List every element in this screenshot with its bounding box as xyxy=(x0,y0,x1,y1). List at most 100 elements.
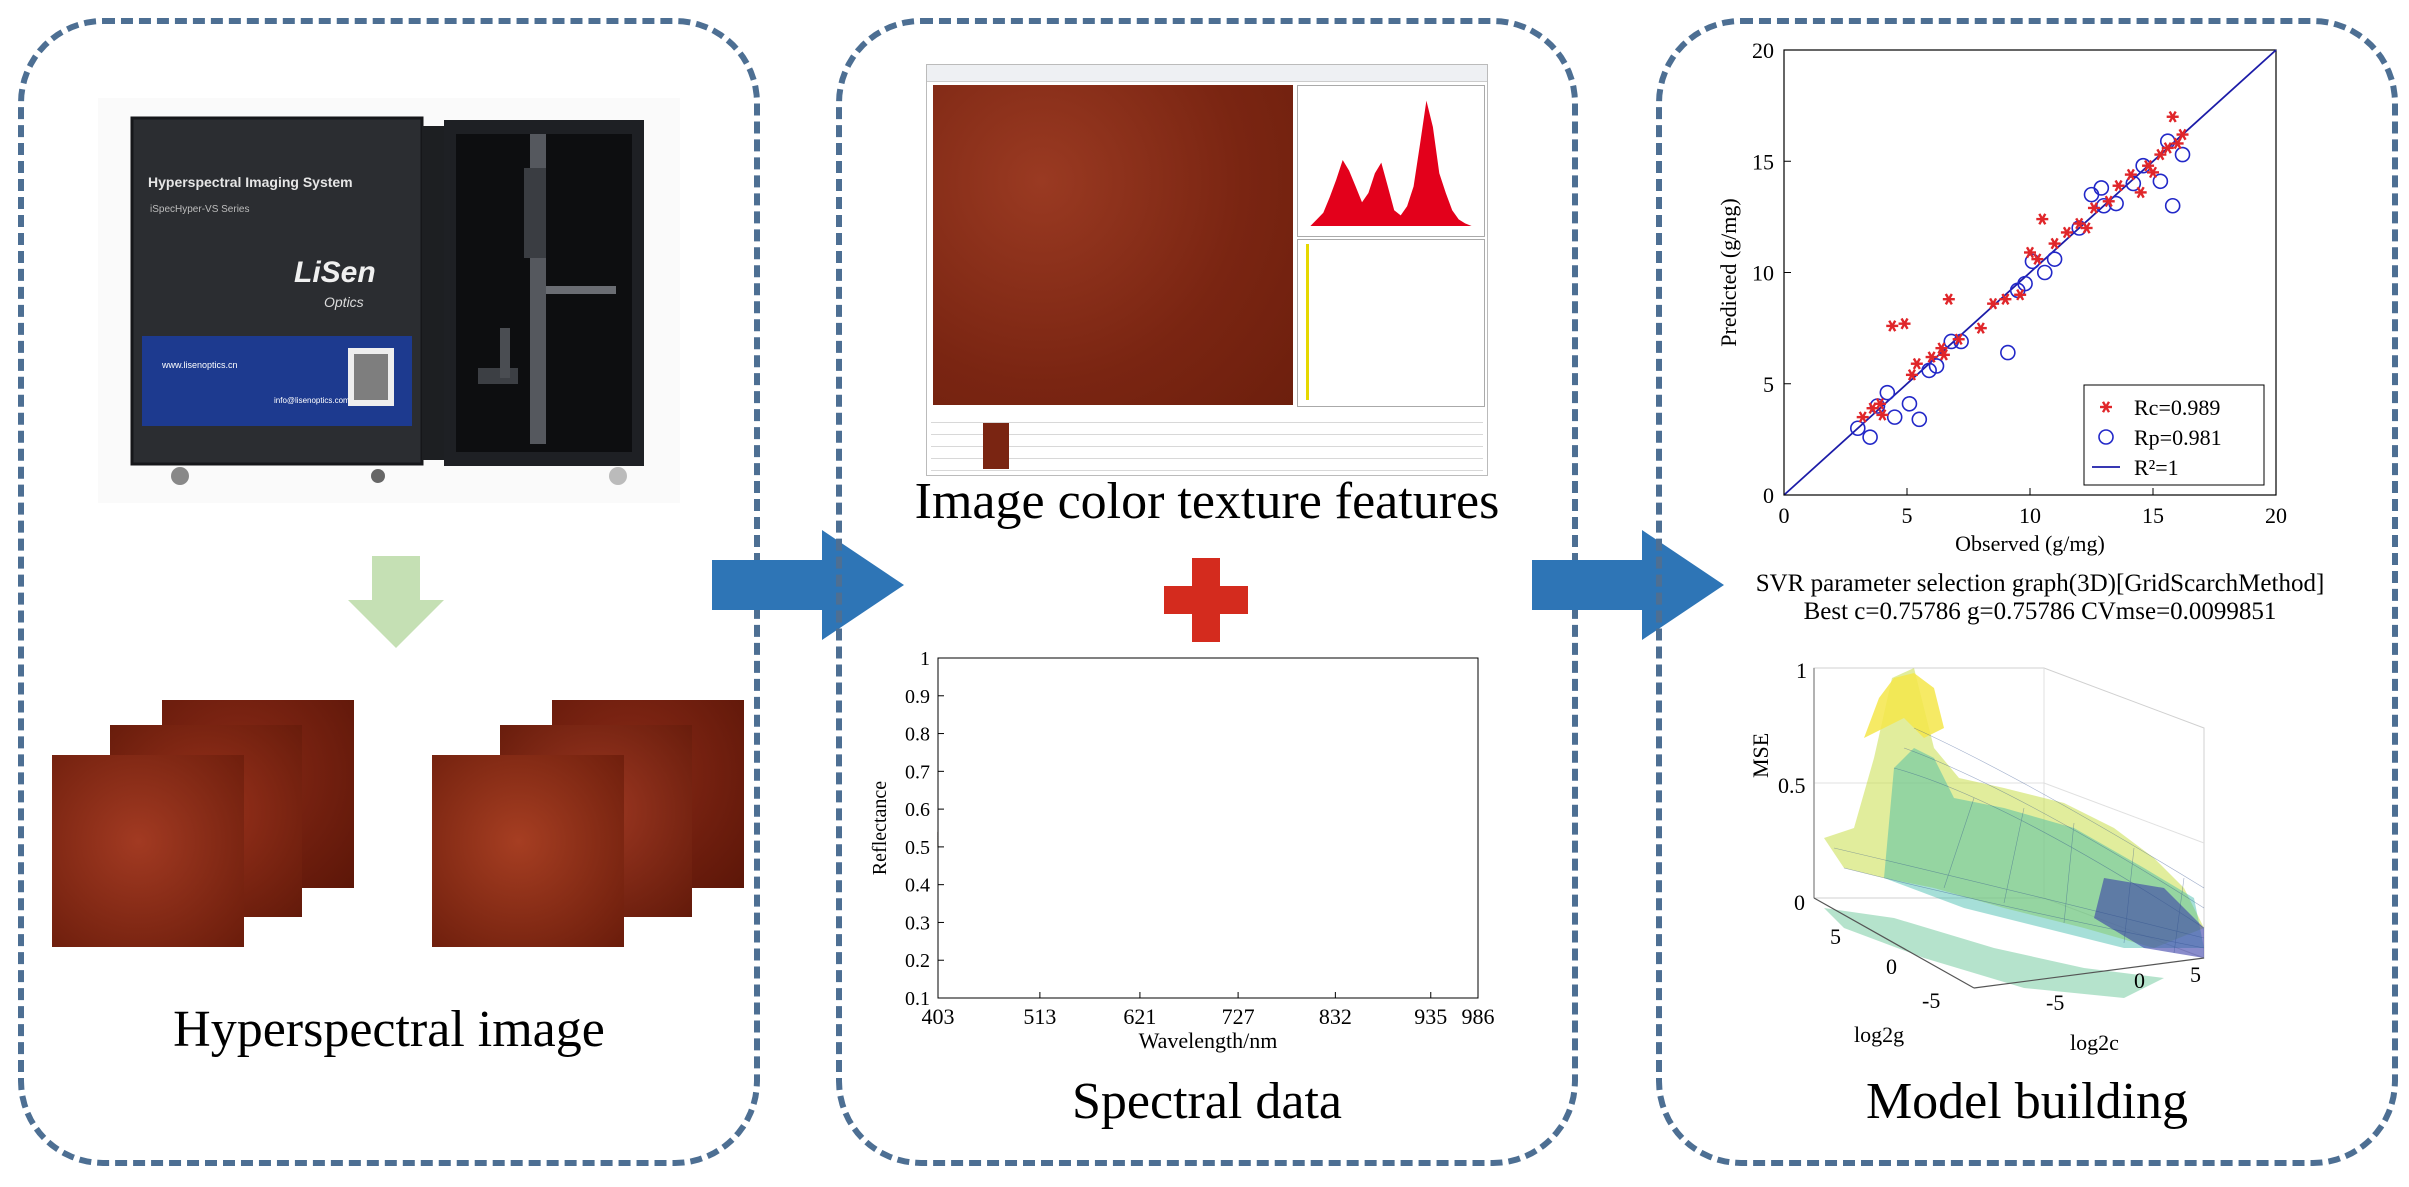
prediction-point xyxy=(1911,411,1928,428)
prediction-point xyxy=(1879,384,1896,401)
software-screenshot xyxy=(926,64,1488,476)
device-series: iSpecHyper-VS Series xyxy=(150,204,250,215)
histogram-marker xyxy=(1306,244,1309,400)
calibration-point xyxy=(2134,186,2147,199)
panel-model xyxy=(1656,18,2398,1166)
prediction-point xyxy=(2152,173,2169,190)
y-tick-label: 0.6 xyxy=(905,799,930,821)
calibration-point xyxy=(1999,293,2012,305)
calibration-star-stroke xyxy=(1939,349,1948,361)
y-tick-label: 1 xyxy=(920,648,930,670)
mse-surface xyxy=(1824,668,2204,998)
calibration-point xyxy=(1898,317,1911,330)
calibration-star-stroke xyxy=(2126,168,2135,181)
calibration-point xyxy=(1987,297,2000,310)
prediction-point xyxy=(1921,362,1937,379)
calibration-point xyxy=(1935,342,1948,354)
calibration-star-stroke xyxy=(2062,226,2071,239)
calibration-point xyxy=(2031,253,2044,265)
calibration-point xyxy=(2102,195,2115,208)
calibration-point xyxy=(1974,322,1987,334)
calibration-star-stroke xyxy=(1912,357,1921,370)
svr-xlabel: log2c xyxy=(2070,1030,2119,1055)
calibration-point xyxy=(2142,159,2155,172)
x-tick-label: 10 xyxy=(2019,503,2041,528)
calibration-point xyxy=(1856,411,1869,423)
svr-surface-chart: MSE 1 0.5 0 5 0 -5 -5 0 5 log2g log2c xyxy=(1744,628,2304,1068)
imaging-device-photo: Hyperspectral Imaging System iSpecHyper-… xyxy=(98,98,680,503)
calibration-point xyxy=(2024,246,2036,259)
prediction-plot: 00 5 5 10 10 15 15 20 20 Rc=0.989 Rp=0.981 R²=1 Obse… xyxy=(1716,38,2287,556)
down-arrow xyxy=(348,556,444,648)
prediction-point xyxy=(2017,275,2033,292)
legend-rc-marker xyxy=(2100,401,2112,413)
histogram-plot xyxy=(1304,100,1478,226)
caption-model-building: Model building xyxy=(1865,1073,2189,1130)
x-tick-label: 935 xyxy=(1414,1004,1447,1029)
calibration-star-stroke xyxy=(2144,159,2153,172)
y-axis-label: Predicted (g/mg) xyxy=(1716,198,1741,346)
texture-image xyxy=(933,85,1293,405)
device-brand: LiSen xyxy=(294,256,376,289)
calibration-star-stroke xyxy=(1907,369,1916,381)
calibration-star-stroke xyxy=(2025,246,2035,259)
calibration-star-stroke xyxy=(2089,202,2098,214)
svr-surface-plot xyxy=(1813,667,2205,998)
caption-image-color-texture: Image color texture features xyxy=(914,473,1500,530)
legend-box xyxy=(2083,384,2265,486)
svr-ylabel: log2g xyxy=(1854,1022,1905,1047)
x-tick-label: 832 xyxy=(1319,1004,1352,1029)
calibration-star-stroke xyxy=(2082,222,2091,234)
calibration-point xyxy=(2124,168,2137,181)
calibration-star-stroke xyxy=(1900,317,1909,330)
prediction-point xyxy=(1850,420,1866,437)
calibration-point xyxy=(2080,222,2093,234)
plus-icon xyxy=(1164,558,1248,642)
cube-right-front xyxy=(432,755,624,947)
calibration-point xyxy=(2014,288,2027,301)
prediction-point xyxy=(2000,344,2016,361)
device-title: Hyperspectral Imaging System xyxy=(148,174,353,190)
calibration-star-stroke xyxy=(1937,342,1946,354)
prediction-point xyxy=(2164,197,2181,214)
calibration-star-stroke xyxy=(2075,217,2084,230)
calibration-point xyxy=(1925,351,1938,363)
feature-table xyxy=(931,411,1483,471)
svr-title: SVR parameter selection graph(3D)[GridSc… xyxy=(1755,570,2325,597)
y-tick-label: 20 xyxy=(1752,38,1774,63)
plot-frame xyxy=(937,657,1479,999)
calibration-star-stroke xyxy=(2016,288,2025,301)
prediction-point xyxy=(1886,409,1903,425)
svr-xtick-0: 0 xyxy=(2134,968,2145,993)
x-tick-label: 727 xyxy=(1222,1004,1255,1029)
caption-spectral-data: Spectral data xyxy=(1072,1073,1342,1130)
x-tick-label: 15 xyxy=(2142,503,2164,528)
calibration-point xyxy=(2171,137,2184,150)
prediction-point xyxy=(2046,251,2063,267)
y-tick-label: 0.1 xyxy=(905,988,930,1010)
calibration-star-stroke xyxy=(2050,237,2059,250)
y-tick-label: 0.4 xyxy=(905,875,930,897)
prediction-point xyxy=(2093,180,2110,196)
legend-label: Rp=0.981 xyxy=(2134,425,2222,450)
calibration-star-stroke xyxy=(1989,297,1998,310)
calibration-point xyxy=(2154,148,2167,161)
legend-rp-marker xyxy=(2098,429,2114,445)
y-tick-label: 0.8 xyxy=(905,724,930,746)
toolbar xyxy=(927,65,1487,82)
mse-mesh xyxy=(1833,727,2205,954)
calibration-point xyxy=(1873,397,1886,410)
calibration-star-stroke xyxy=(2033,253,2042,265)
calibration-point xyxy=(1886,320,1899,332)
svr-ytick-m5: -5 xyxy=(1922,988,1941,1013)
prediction-chart: 0 0 5 5 10 10 15 15 20 20 Rc=0.989 Rp=0.981 R²=1 Obse… xyxy=(1716,30,2296,560)
calibration-point xyxy=(2112,179,2125,192)
calibration-star-stroke xyxy=(1878,409,1887,421)
calibration-point xyxy=(2060,226,2073,239)
x-tick-label: 513 xyxy=(1023,1004,1056,1029)
histogram-panel-1 xyxy=(1297,85,1485,237)
spectral-chart: 0.1 0.2 0.3 0.4 0.5 0.6 0.7 0.8 0.9 1 403 513 621 727… xyxy=(858,648,1498,1058)
x-axis-label: Observed (g/mg) xyxy=(1955,531,2105,556)
flow-arrow-2 xyxy=(1532,530,1724,640)
calibration-star-stroke xyxy=(2136,186,2145,199)
